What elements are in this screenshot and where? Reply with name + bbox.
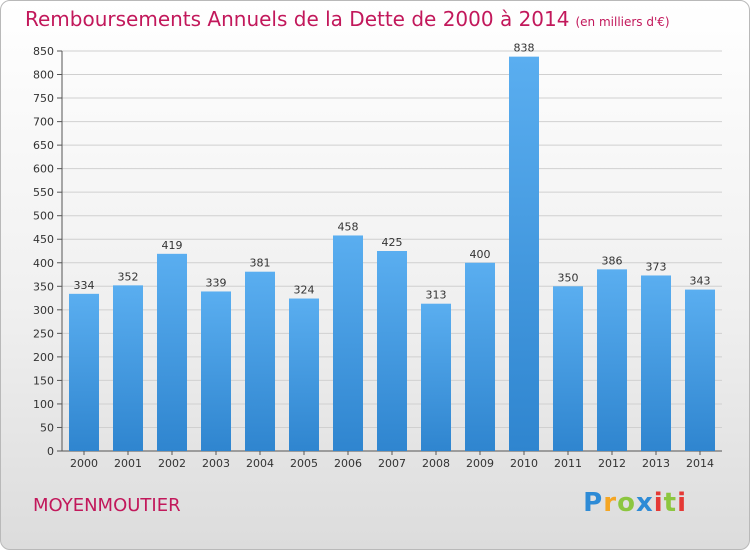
chart-title-text: Remboursements Annuels de la Dette de 20… (25, 7, 570, 31)
bar-value-label: 334 (74, 279, 95, 292)
bar (421, 303, 451, 451)
y-tick-label: 700 (33, 116, 54, 129)
y-tick-label: 250 (33, 327, 54, 340)
proxiti-logo: Proxiti (583, 488, 687, 518)
y-tick-label: 500 (33, 210, 54, 223)
bar-value-label: 400 (470, 248, 491, 261)
x-tick-label: 2013 (642, 457, 670, 470)
bar (597, 269, 627, 451)
chart-title: Remboursements Annuels de la Dette de 20… (25, 7, 670, 31)
bar (289, 298, 319, 451)
bar-value-label: 324 (294, 284, 315, 297)
y-tick-label: 100 (33, 398, 54, 411)
bar-value-label: 425 (382, 236, 403, 249)
bar (509, 56, 539, 451)
bar (685, 289, 715, 451)
bar-value-label: 838 (514, 42, 535, 55)
y-tick-label: 650 (33, 139, 54, 152)
x-tick-label: 2011 (554, 457, 582, 470)
x-tick-label: 2014 (686, 457, 714, 470)
y-tick-label: 600 (33, 163, 54, 176)
y-tick-label: 800 (33, 69, 54, 82)
bar-value-label: 352 (118, 270, 139, 283)
x-tick-label: 2009 (466, 457, 494, 470)
bar-value-label: 339 (206, 276, 227, 289)
x-tick-label: 2006 (334, 457, 362, 470)
x-tick-label: 2002 (158, 457, 186, 470)
bar (157, 253, 187, 451)
x-tick-label: 2004 (246, 457, 274, 470)
y-tick-label: 450 (33, 233, 54, 246)
y-tick-label: 0 (47, 445, 54, 458)
x-tick-label: 2003 (202, 457, 230, 470)
bar-value-label: 419 (162, 239, 183, 252)
bar-value-label: 350 (558, 271, 579, 284)
y-tick-label: 50 (40, 421, 54, 434)
bar-value-label: 373 (646, 260, 667, 273)
bar-value-label: 386 (602, 254, 623, 267)
bar-value-label: 458 (338, 220, 359, 233)
y-tick-label: 550 (33, 186, 54, 199)
bar (465, 262, 495, 451)
x-tick-label: 2008 (422, 457, 450, 470)
bar (377, 251, 407, 451)
bar (69, 293, 99, 451)
y-tick-label: 200 (33, 351, 54, 364)
x-tick-label: 2012 (598, 457, 626, 470)
y-tick-label: 350 (33, 280, 54, 293)
commune-name: MOYENMOUTIER (33, 495, 181, 516)
bar (553, 286, 583, 451)
x-tick-label: 2000 (70, 457, 98, 470)
bar-value-label: 343 (690, 275, 711, 288)
x-tick-label: 2005 (290, 457, 318, 470)
bar (245, 271, 275, 451)
bar-value-label: 313 (426, 289, 447, 302)
y-tick-label: 750 (33, 92, 54, 105)
bar (113, 285, 143, 451)
bar-value-label: 381 (250, 257, 271, 270)
bar (641, 275, 671, 451)
x-tick-label: 2007 (378, 457, 406, 470)
bar (333, 235, 363, 451)
y-tick-label: 150 (33, 374, 54, 387)
x-tick-label: 2001 (114, 457, 142, 470)
chart-unit: (en milliers d'€) (575, 15, 670, 29)
bar (201, 291, 231, 451)
y-tick-label: 400 (33, 257, 54, 270)
y-tick-label: 850 (33, 45, 54, 58)
y-tick-label: 300 (33, 304, 54, 317)
x-tick-label: 2010 (510, 457, 538, 470)
